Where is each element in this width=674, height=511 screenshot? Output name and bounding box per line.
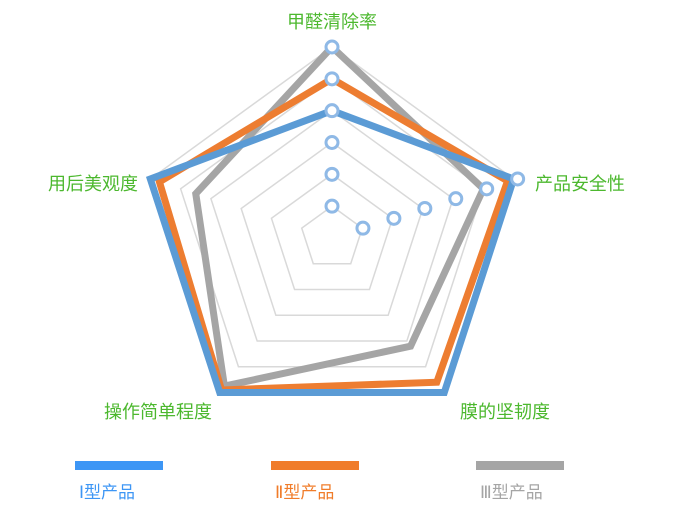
legend-label: Ⅰ型产品 [79,483,136,503]
axis-tick-marker [479,181,495,197]
legend-item-2: Ⅱ型产品 [271,461,361,503]
axis-tick-marker [324,103,340,119]
axis-tick-marker [324,39,340,55]
series-line [192,42,488,391]
grid-ring [179,77,485,368]
series-line [145,106,519,397]
axis-tick-marker [324,71,340,87]
axis-tick-marker [324,135,340,150]
series-line [155,74,512,394]
axis-tick-marker [324,198,340,214]
axis-label: 产品安全性 [535,174,625,195]
legend-label: Ⅱ型产品 [275,483,335,503]
axis-tick-marker [417,200,433,216]
grid-ring [210,109,454,342]
legend-swatch [271,461,359,470]
axis-tick-marker [448,191,464,207]
axis-tick-marker [355,220,371,236]
legend-item-1: Ⅰ型产品 [75,461,165,503]
legend-swatch [75,461,163,470]
legend-label: Ⅲ型产品 [480,483,543,503]
legend-swatch [476,461,564,470]
axis-label: 膜的坚韧度 [460,402,550,423]
legend-item-3: Ⅲ型产品 [476,461,566,503]
axis-label: 操作简单程度 [104,402,212,423]
grid-ring [240,141,424,317]
axis-tick-marker [324,166,340,182]
grid-ring [270,173,394,291]
axis-label: 用后美观度 [48,174,138,195]
grid-ring [300,205,364,265]
axis-tick-marker [510,171,526,187]
axis-tick-marker [386,210,402,226]
axis-label: 甲醛清除率 [287,12,377,33]
